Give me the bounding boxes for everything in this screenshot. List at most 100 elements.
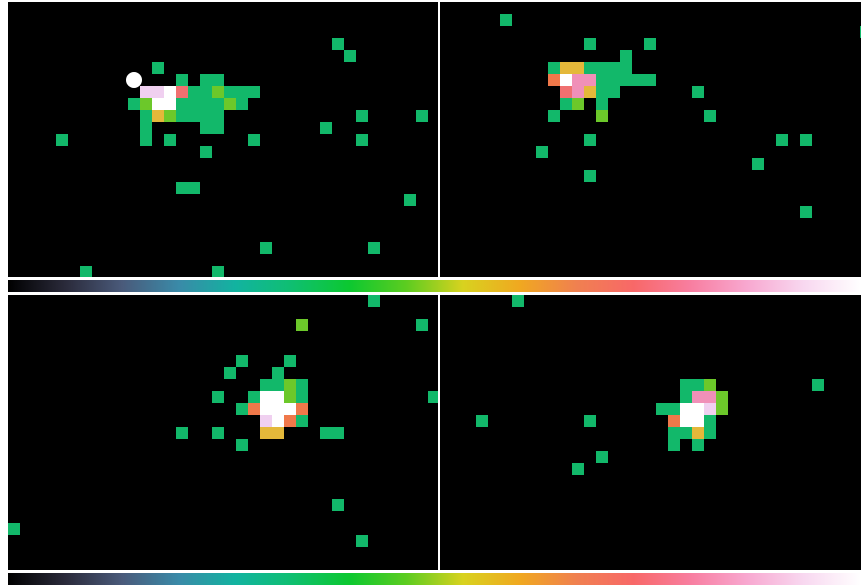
heatmap-cell [260,415,272,427]
heatmap-cell [692,379,704,391]
heatmap-cell [476,415,488,427]
heatmap-cell [284,355,296,367]
heatmap-cell [272,403,284,415]
heatmap-cell [176,182,188,194]
heatmap-cell [572,98,584,110]
heatmap-cell [692,86,704,98]
heatmap-cell [260,379,272,391]
heatmap-cell [200,74,212,86]
heatmap-cell [188,98,200,110]
heatmap-cell [236,439,248,451]
heatmap-cell [680,391,692,403]
heatmap-cell [368,295,380,307]
heatmap-cell [80,266,92,277]
heatmap-cell [284,403,296,415]
heatmap-cell [416,110,428,122]
heatmap-cell [320,427,332,439]
heatmap-cell [548,110,560,122]
heatmap-cell [680,403,692,415]
heatmap-cell [260,391,272,403]
heatmap-cell [596,110,608,122]
heatmap-cell [344,50,356,62]
heatmap-cell [356,535,368,547]
heatmap-cell [176,74,188,86]
heatmap-cell [680,379,692,391]
heatmap-cell [332,499,344,511]
heatmap-cell [236,86,248,98]
heatmap-cell [680,427,692,439]
heatmap-cell [548,62,560,74]
heatmap-cell [500,14,512,26]
heatmap-cell [140,134,152,146]
heatmap-cell [164,110,176,122]
heatmap-cell [224,86,236,98]
heatmap-cell [176,98,188,110]
heatmap-cell [668,439,680,451]
heatmap-cell [716,391,728,403]
heatmap-cell [596,98,608,110]
heatmap-cell [260,242,272,254]
heatmap-cell [272,415,284,427]
heatmap-cell [644,38,656,50]
heatmap-cell [680,415,692,427]
heatmap-cell [716,403,728,415]
heatmap-cell [356,134,368,146]
heatmap-cell [200,146,212,158]
heatmap-cell [644,74,656,86]
heatmap-cell [572,86,584,98]
heatmap-cell [596,451,608,463]
heatmap-cell [296,403,308,415]
heatmap-cell [164,98,176,110]
heatmap-cell [596,74,608,86]
heatmap-cell [560,98,572,110]
heatmap-cell [668,427,680,439]
heatmap-cell [212,98,224,110]
heatmap-cell [296,415,308,427]
heatmap-cell [692,439,704,451]
heatmap-cell [560,86,572,98]
heatmap-cell [284,391,296,403]
heatmap-cell [704,403,716,415]
heatmap-cell [224,98,236,110]
heatmap-cell [584,74,596,86]
heatmap-cell [212,266,224,277]
heatmap-cell [812,379,824,391]
heatmap-cell [548,74,560,86]
heatmap-cell [584,415,596,427]
heatmap-cell [596,62,608,74]
heatmap-cell [164,86,176,98]
heatmap-cell [572,62,584,74]
heatmap-cell [356,110,368,122]
heatmap-cell [176,427,188,439]
heatmap-cell [260,403,272,415]
heatmap-cell [584,38,596,50]
heatmap-cell [296,391,308,403]
heatmap-cell [704,391,716,403]
heatmap-cell [668,415,680,427]
heatmap-cell [188,110,200,122]
heatmap-cell [200,86,212,98]
heatmap-cell [152,110,164,122]
heatmap-cell [332,427,344,439]
heatmap-cell [620,62,632,74]
heatmap-cell [620,50,632,62]
heatmap-cell [212,110,224,122]
heatmap-cell [248,403,260,415]
heatmap-cell [332,38,344,50]
target-marker [126,72,142,88]
heatmap-cell [200,110,212,122]
heatmap-cell [152,86,164,98]
heatmap-cell [692,415,704,427]
colorbar-top [8,280,861,292]
heatmap-cell [140,110,152,122]
heatmap-cell [284,379,296,391]
heatmap-cell [320,122,332,134]
heatmap-cell [200,122,212,134]
heatmap-cell [692,403,704,415]
heatmap-cell [704,379,716,391]
heatmap-cell [608,62,620,74]
heatmap-cell [8,523,20,535]
heatmap-cell [140,122,152,134]
heatmap-cell [560,74,572,86]
heatmap-cell [404,194,416,206]
